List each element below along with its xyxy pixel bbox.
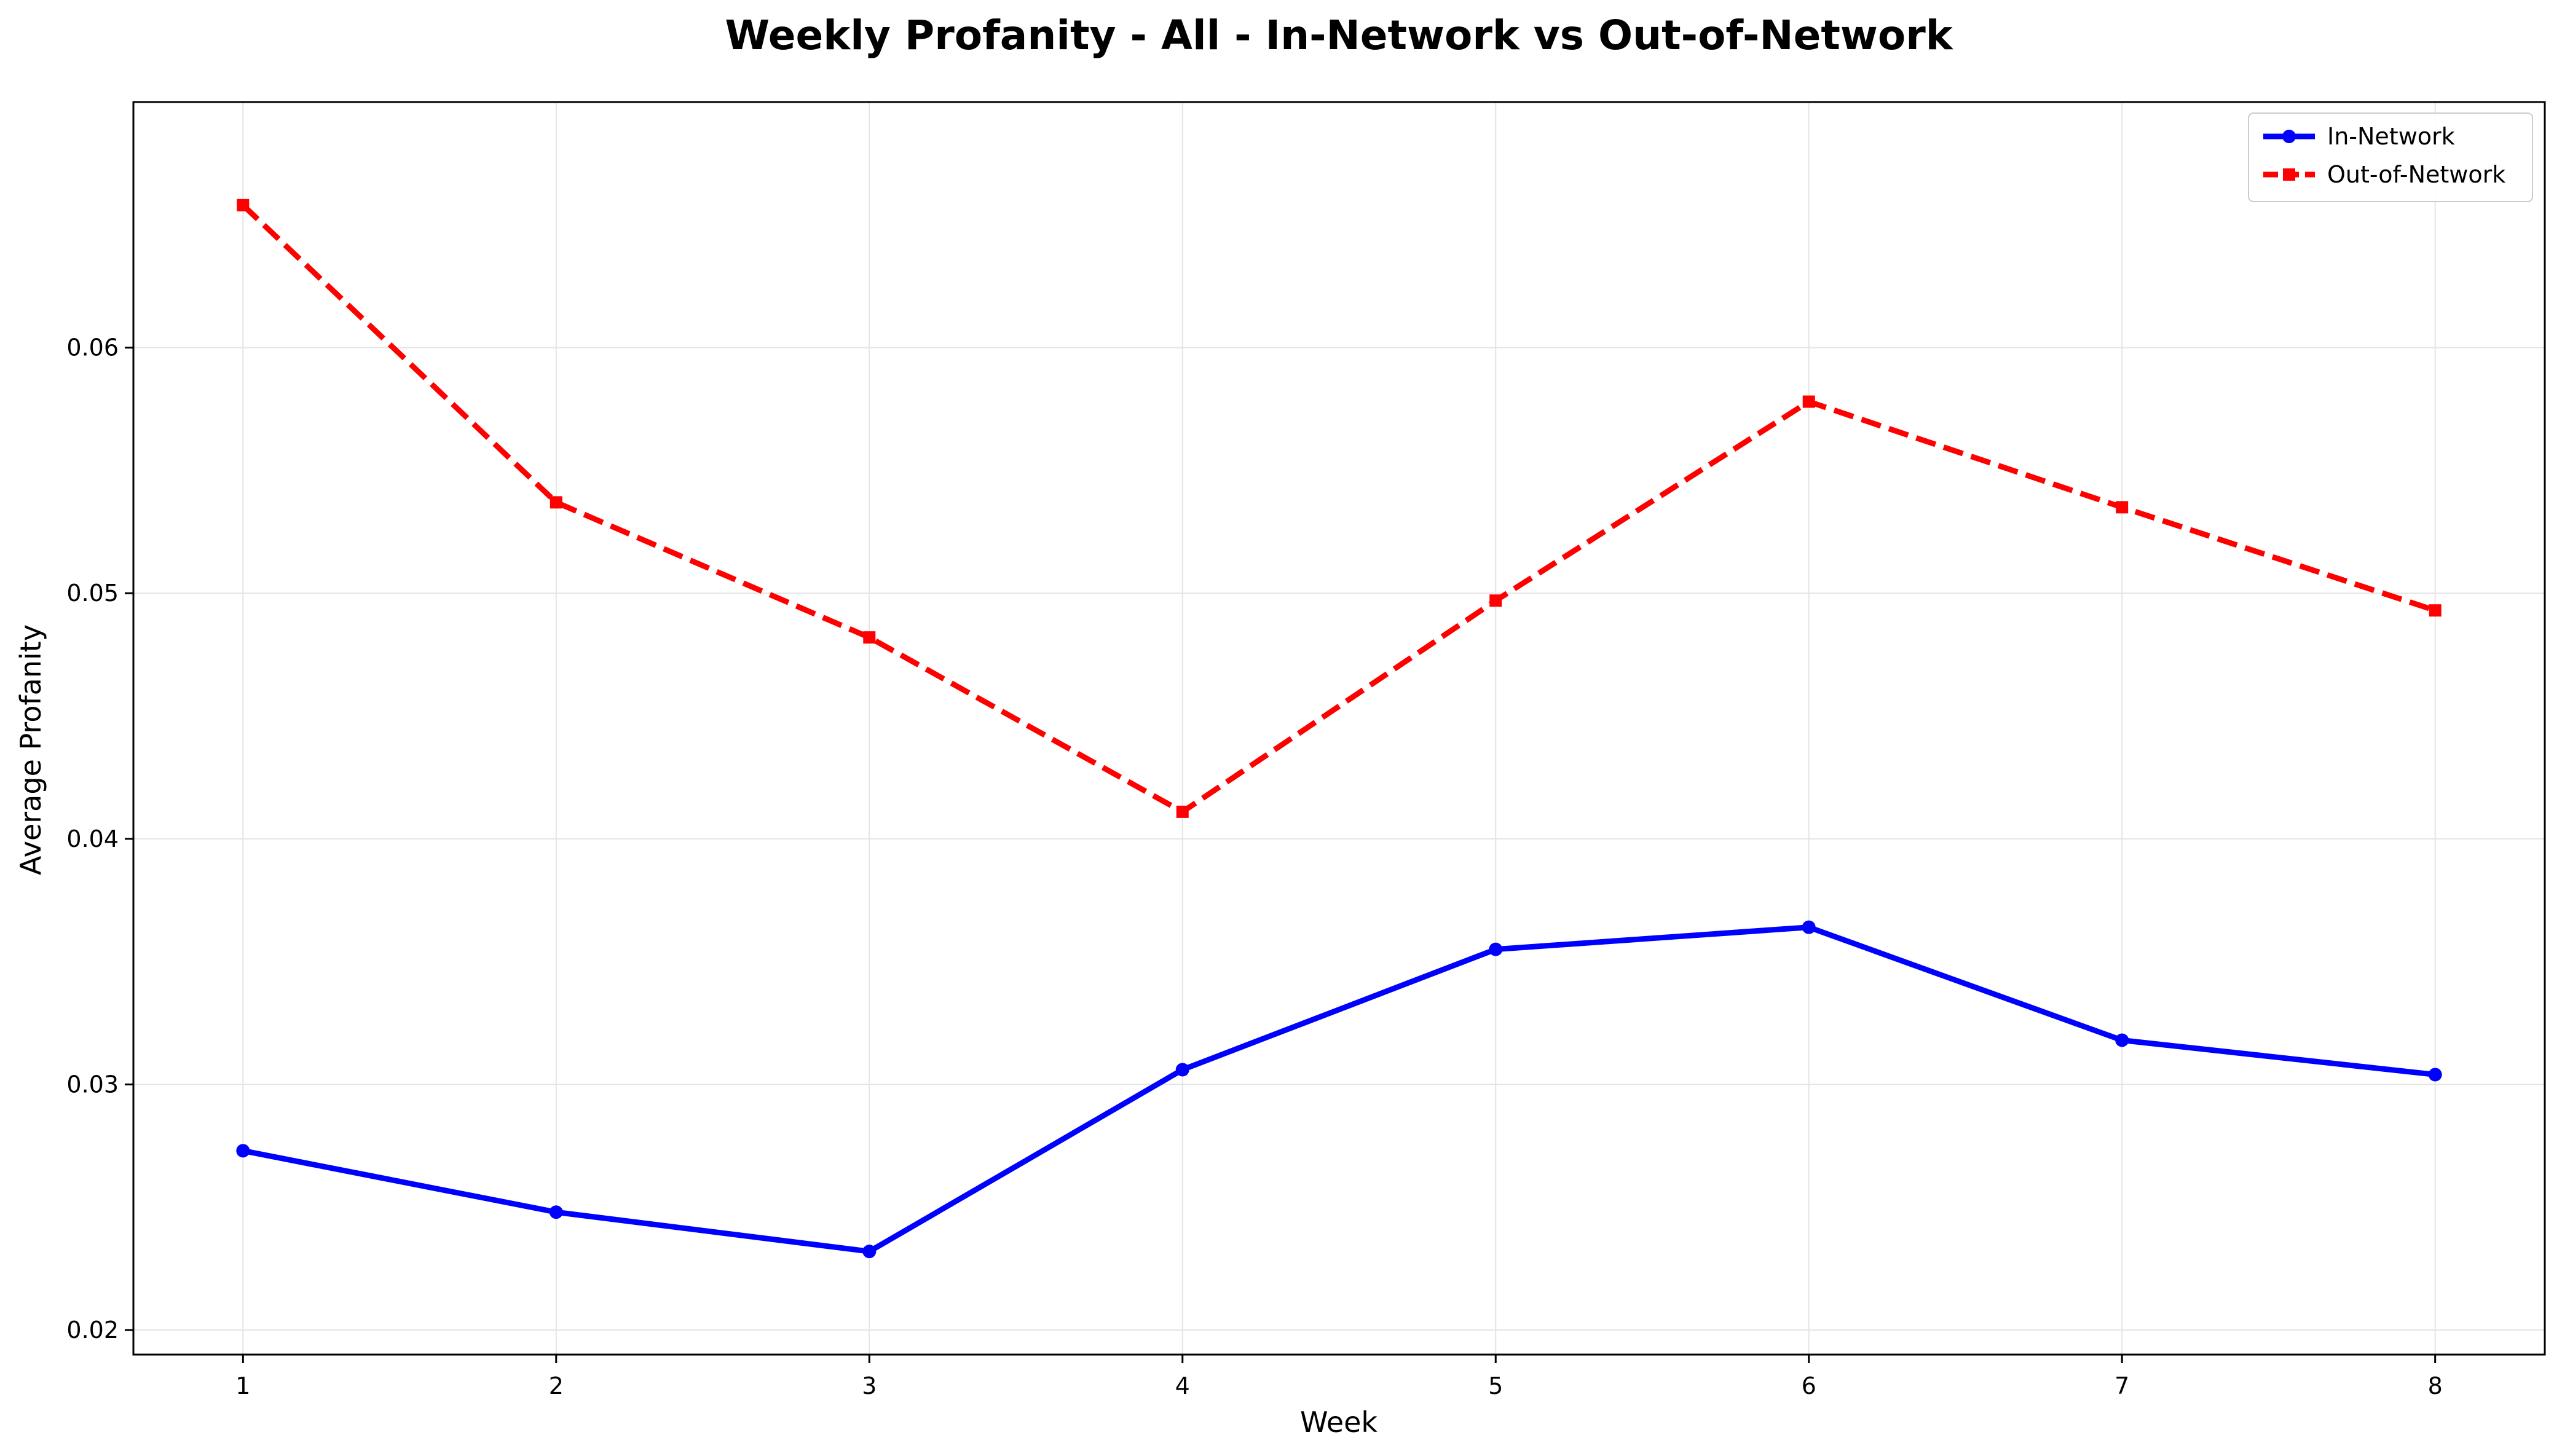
- plot-area-frame: [132, 101, 2546, 1356]
- data-point-out-of-network: [2429, 604, 2442, 617]
- y-tick-label: 0.05: [66, 580, 119, 607]
- x-tick-label: 4: [1175, 1372, 1190, 1399]
- data-point-out-of-network: [1802, 395, 1815, 408]
- series-line-in-network: [240, 924, 2438, 1254]
- data-point-in-network: [1175, 1063, 1189, 1077]
- legend-box: [2248, 112, 2533, 202]
- data-point-in-network: [1489, 942, 1503, 956]
- x-tick-label: 2: [549, 1372, 564, 1399]
- legend: In-Network Out-of-Network: [2248, 112, 2533, 202]
- data-point-in-network: [2428, 1068, 2442, 1082]
- data-point-in-network: [862, 1245, 877, 1259]
- x-tick-label: 7: [2115, 1372, 2129, 1399]
- legend-marker-in-network: [2282, 130, 2296, 143]
- x-tick-label: 1: [235, 1372, 250, 1399]
- legend-marker-out-of-network: [2283, 168, 2295, 181]
- x-axis-label: Week: [1300, 1406, 1378, 1439]
- y-axis-label: Average Profanity: [14, 624, 47, 875]
- legend-label-out-of-network: Out-of-Network: [2327, 161, 2505, 188]
- data-point-out-of-network: [2116, 501, 2129, 514]
- legend-label-in-network: In-Network: [2327, 123, 2455, 150]
- data-point-in-network: [1802, 920, 1816, 934]
- y-tick-label: 0.02: [66, 1316, 119, 1344]
- data-series: [236, 199, 2442, 1259]
- y-tick-label: 0.04: [66, 825, 119, 852]
- x-tick-label: 6: [1802, 1372, 1816, 1399]
- data-point-in-network: [236, 1144, 250, 1158]
- chart-title: Weekly Profanity - All - In-Network vs O…: [725, 12, 1953, 59]
- data-point-in-network: [549, 1205, 563, 1219]
- y-tick-label: 0.03: [66, 1071, 119, 1098]
- data-point-out-of-network: [237, 199, 250, 211]
- y-tick-label: 0.06: [66, 334, 119, 361]
- data-point-in-network: [2115, 1033, 2129, 1047]
- data-point-out-of-network: [863, 631, 876, 644]
- data-point-out-of-network: [550, 496, 562, 509]
- x-tick-label: 5: [1488, 1372, 1503, 1399]
- gridlines: [133, 102, 2545, 1355]
- x-tick-label: 3: [862, 1372, 877, 1399]
- data-point-out-of-network: [1176, 805, 1189, 818]
- series-line-out-of-network: [241, 203, 2437, 815]
- axis-ticks: 1 2 3 4 5 6 7 8 0.02 0.03 0.04 0.05 0.06: [66, 334, 2442, 1399]
- x-tick-label: 8: [2428, 1372, 2443, 1399]
- data-point-out-of-network: [1489, 594, 1502, 607]
